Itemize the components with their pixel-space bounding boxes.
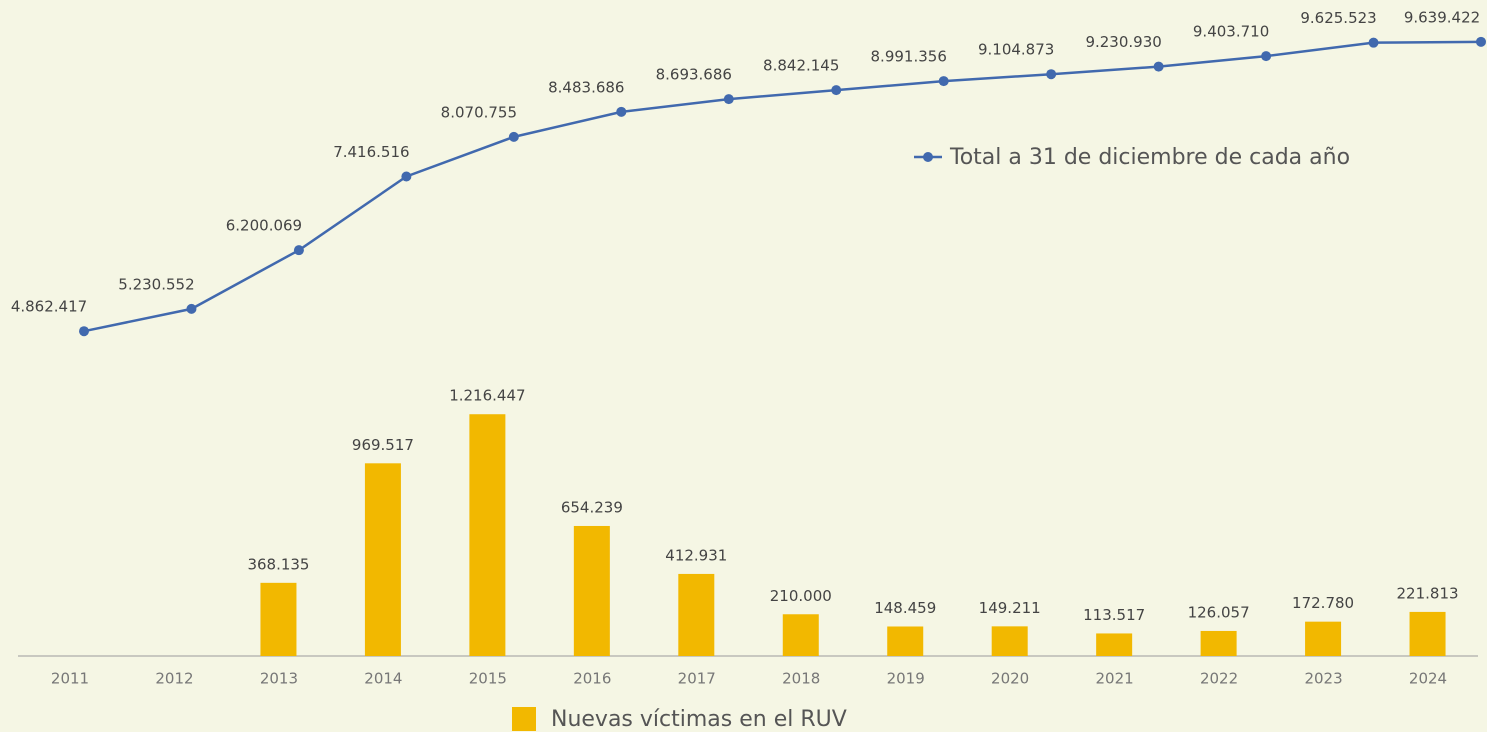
x-tick-label: 2013 [260,670,298,688]
data-label: 6.200.069 [226,217,302,235]
data-label: 9.639.422 [1404,8,1480,26]
data-label: 8.070.755 [441,103,517,121]
point [186,303,197,314]
bar [887,626,924,656]
x-tick-label: 2023 [1304,670,1342,688]
data-label: 113.517 [1083,606,1145,624]
point [1476,36,1486,47]
data-label: 5.230.552 [118,275,194,293]
point [723,94,734,105]
point [831,85,842,96]
x-tick-label: 2011 [51,670,89,688]
data-label: 9.230.930 [1085,33,1161,51]
data-label: 8.483.686 [548,78,624,96]
x-tick-label: 2020 [991,670,1029,688]
bar [782,614,819,656]
data-label: 8.991.356 [871,48,947,66]
bar [260,582,297,656]
x-tick-label: 2012 [155,670,193,688]
point [401,171,412,182]
point [508,131,519,142]
point [1153,61,1164,72]
bar [364,463,401,656]
data-label: 7.416.516 [333,143,409,161]
bar [1200,630,1237,656]
data-label: 210.000 [770,587,832,605]
bar [1409,611,1446,656]
bar [573,525,610,656]
data-label: 9.403.710 [1193,23,1269,41]
x-tick-label: 2014 [364,670,402,688]
point [616,106,627,117]
x-tick-label: 2022 [1200,670,1238,688]
data-label: 4.862.417 [11,298,87,316]
legend-label: Nuevas víctimas en el RUV [551,707,847,732]
data-label: 221.813 [1397,584,1459,602]
point [938,76,949,87]
data-label: 8.693.686 [656,66,732,84]
data-label: 172.780 [1292,594,1354,612]
bar [1305,621,1342,656]
data-label: 149.211 [979,599,1041,617]
bar [469,414,506,656]
legend-swatch [512,707,536,731]
data-label: 126.057 [1188,603,1250,621]
data-label: 654.239 [561,498,623,516]
x-tick-label: 2021 [1096,670,1134,688]
legend-label: Total a 31 de diciembre de cada año [949,145,1350,170]
x-tick-label: 2019 [887,670,925,688]
point [1261,51,1272,62]
data-label: 8.842.145 [763,57,839,75]
data-label: 148.459 [874,599,936,617]
data-label: 9.104.873 [978,41,1054,59]
point [1046,69,1057,80]
bar [1096,633,1133,656]
point [79,326,89,337]
legend-marker [923,152,933,162]
x-tick-label: 2015 [469,670,507,688]
data-label: 412.931 [665,546,727,564]
point [1368,37,1379,48]
point [293,245,304,256]
data-label: 969.517 [352,436,414,454]
bar [991,626,1028,656]
data-label: 368.135 [247,555,309,573]
x-tick-label: 2016 [573,670,611,688]
line [83,40,1482,333]
bar [678,573,715,656]
x-tick-label: 2018 [782,670,820,688]
data-label: 9.625.523 [1300,9,1376,27]
data-label: 1.216.447 [449,387,525,405]
x-tick-label: 2024 [1409,670,1447,688]
x-tick-label: 2017 [678,670,716,688]
